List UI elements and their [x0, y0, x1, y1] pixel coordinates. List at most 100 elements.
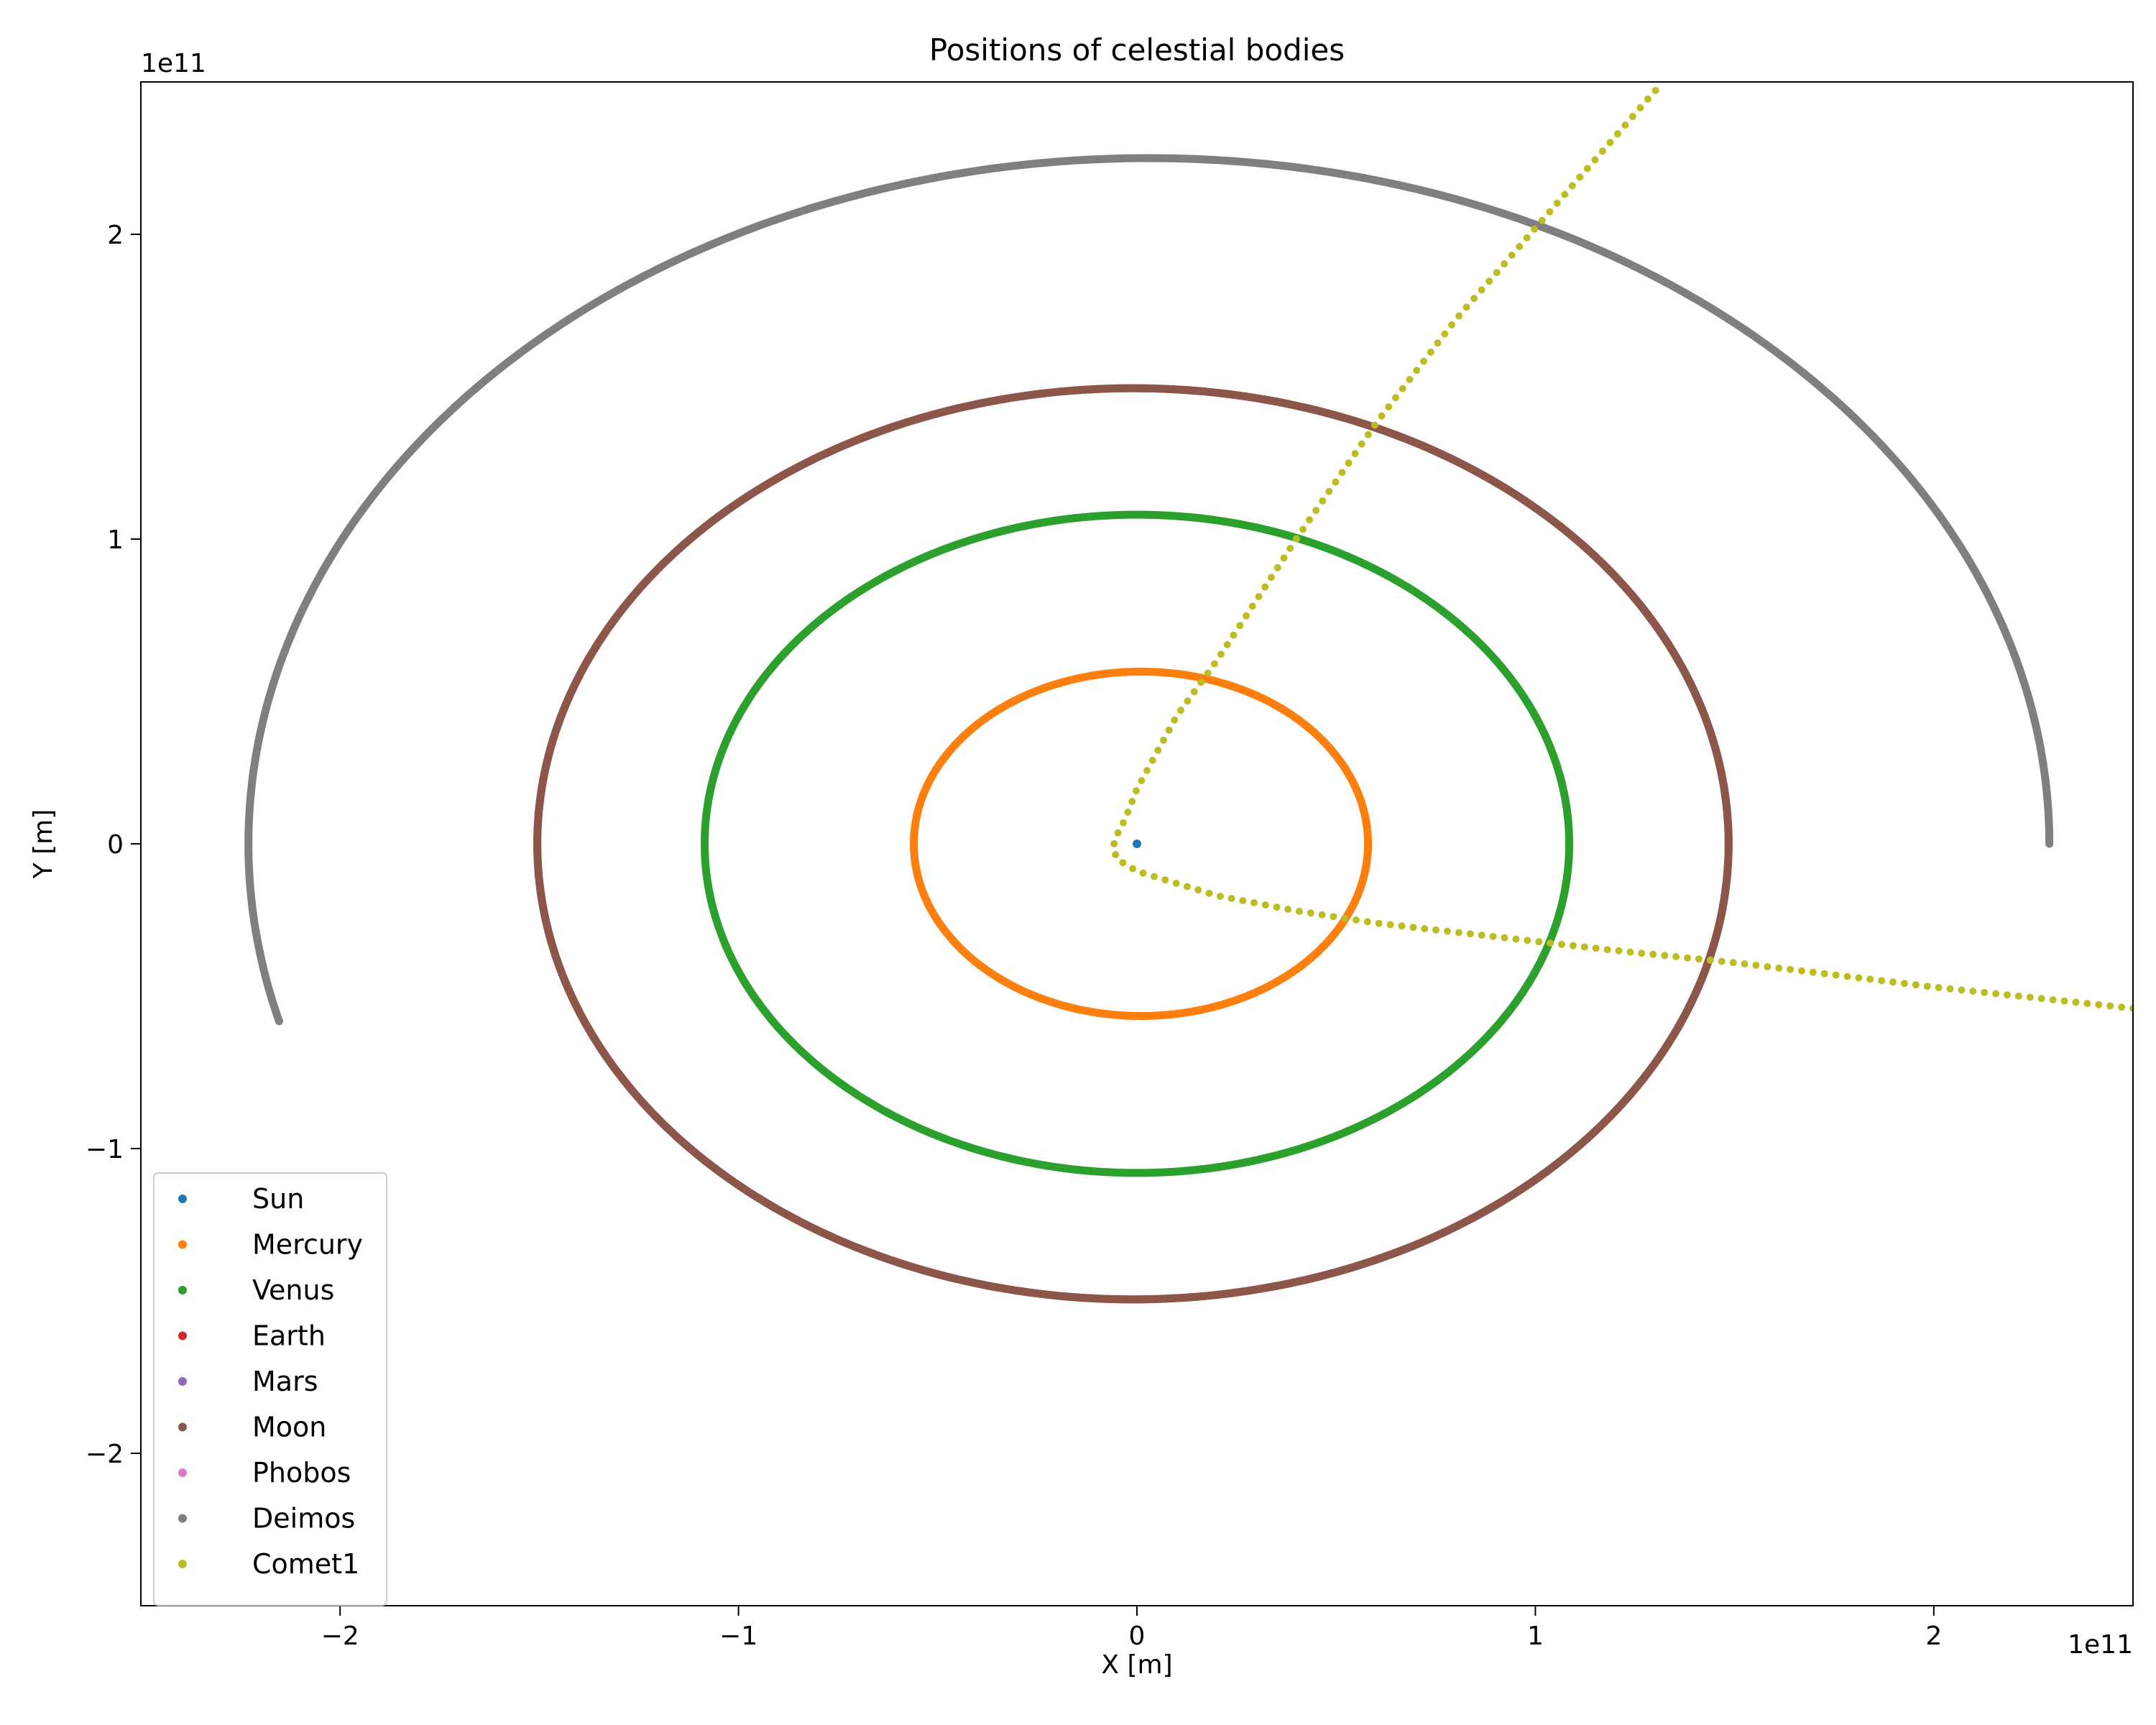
legend: Sun Mercury Venus Earth Mars Moon Phobos Deimos…: [153, 1172, 387, 1606]
series-comet1-point: [1138, 777, 1146, 784]
series-comet1-point: [1684, 954, 1691, 962]
series-comet1-point: [1364, 431, 1372, 438]
series-comet1-point: [1787, 965, 1795, 973]
series-comet1-point: [2014, 992, 2022, 1000]
series-deimos-orbit: [244, 154, 2054, 1026]
series-comet1-point: [1672, 953, 1680, 960]
series-comet1-point: [1427, 348, 1434, 356]
legend-marker-mars: [178, 1377, 187, 1386]
series-comet1-point: [1508, 252, 1516, 259]
series-comet1-point: [1900, 980, 1908, 988]
series-comet1-point: [1695, 955, 1703, 963]
legend-label-mercury: Mercury: [252, 1229, 363, 1261]
series-comet1-point: [1154, 746, 1162, 754]
x-tick-label: 2: [1925, 1622, 1942, 1651]
series-comet1-point: [1151, 873, 1158, 880]
series-comet1-point: [1128, 798, 1136, 806]
x-tick-label: 1: [1527, 1622, 1544, 1651]
legend-marker-deimos: [178, 1514, 187, 1523]
series-comet1-point: [1478, 286, 1485, 294]
series-comet1-point: [1535, 938, 1543, 946]
series-comet1-point: [1798, 967, 1805, 975]
legend-marker-mercury: [178, 1240, 187, 1249]
series-comet1-point: [1598, 147, 1606, 155]
legend-marker-moon: [178, 1422, 187, 1432]
series-comet1-point: [1184, 697, 1192, 705]
series-comet1-point: [1398, 922, 1406, 930]
series-comet1-point: [1889, 978, 1897, 986]
series-comet1-point: [1273, 903, 1281, 911]
series-comet1-point: [1399, 385, 1406, 392]
series-comet1-point: [1284, 906, 1292, 914]
series-comet1-point: [1392, 394, 1399, 402]
series-comet1-point: [1809, 968, 1817, 976]
series-comet1-point: [1332, 478, 1340, 486]
series-comet1-point: [1432, 926, 1440, 934]
series-comet1-point: [1583, 165, 1591, 172]
series-comet1-point: [1171, 716, 1179, 724]
series-comet1-point: [1501, 260, 1508, 268]
series-comet1-point: [1466, 930, 1474, 938]
series-comet1-point: [1172, 879, 1180, 887]
series-comet1-point: [1183, 883, 1191, 891]
series-comet1-point: [1547, 939, 1554, 947]
series-comet1-point: [1523, 234, 1531, 242]
series-comet1-point: [1243, 612, 1250, 620]
y-tick-label: −1: [86, 1135, 124, 1164]
series-comet1-point: [1576, 173, 1584, 181]
legend-label-moon: Moon: [252, 1412, 326, 1443]
series-comet1-point: [2095, 1000, 2103, 1008]
series-comet1-point: [1420, 357, 1427, 365]
series-comet1-point: [1820, 970, 1828, 978]
series-comet1-point: [1177, 707, 1184, 714]
series-comet1-point: [2060, 997, 2068, 1005]
series-comet1-point: [1165, 726, 1173, 734]
series-comet1-point: [1378, 412, 1386, 420]
series-comet1-point: [1312, 507, 1320, 515]
series-comet1-point: [1546, 208, 1554, 216]
series-comet1-point: [1148, 756, 1156, 764]
series-comet1-point: [1261, 901, 1269, 909]
x-tick-label: −2: [321, 1622, 359, 1651]
series-comet1-point: [1353, 916, 1360, 924]
series-comet1-point: [1718, 957, 1726, 965]
series-comet1-point: [2072, 998, 2080, 1006]
series-comet1-point: [1606, 139, 1614, 147]
series-comet1-point: [1531, 225, 1539, 233]
series-comet1-point: [1330, 913, 1337, 921]
legend-box: [153, 1172, 387, 1606]
series-comet1-point: [1217, 650, 1225, 658]
series-comet1-point: [1211, 660, 1218, 668]
series-comet1-point: [1741, 960, 1749, 968]
series-comet1-point: [1444, 927, 1451, 935]
series-comet1-point: [1248, 602, 1256, 610]
series-comet1-point: [1133, 787, 1140, 795]
series-comet1-point: [1230, 631, 1238, 639]
series-comet1-point: [1912, 981, 1920, 989]
x-tick-label: −1: [719, 1622, 757, 1651]
series-venus-orbit: [701, 510, 1573, 1177]
series-comet1-point: [1935, 984, 1943, 991]
series-comet1-point: [1119, 859, 1127, 867]
series-comet1-point: [1958, 986, 1966, 994]
series-comet1-point: [1501, 934, 1508, 942]
series-comet1-point: [1268, 574, 1275, 581]
series-comet1-point: [2118, 1003, 2126, 1011]
series-comet1-point: [2037, 995, 2045, 1003]
series-comet1-point: [2083, 1000, 2091, 1008]
series-comet1-point: [1524, 937, 1531, 944]
series-comet1-point: [1325, 487, 1333, 495]
series-comet1-point: [1946, 985, 1954, 993]
series-comet1-point: [1120, 819, 1127, 827]
series-comet1-point: [1592, 944, 1600, 952]
legend-label-deimos: Deimos: [252, 1503, 355, 1535]
legend-marker-comet1: [178, 1560, 187, 1568]
series-comet1-point: [1729, 959, 1737, 967]
series-comet1-point: [1386, 921, 1394, 929]
series-comet1-point: [1421, 925, 1429, 932]
series-comet1-point: [1843, 972, 1851, 980]
series-comet1-point: [1981, 988, 1989, 996]
series-comet1-point: [1569, 942, 1577, 949]
series-comet1-point: [1319, 497, 1327, 505]
